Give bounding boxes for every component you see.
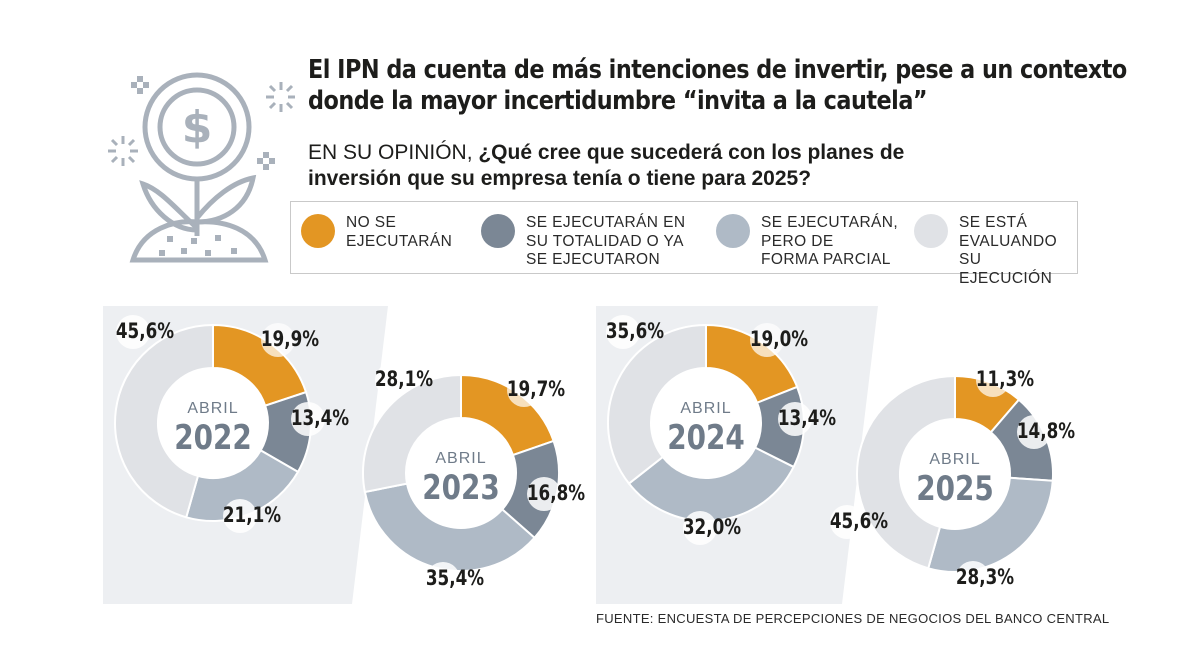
- value-label: 13,4%: [778, 406, 836, 430]
- value-label: 11,3%: [976, 367, 1034, 391]
- center-label-year: 2023: [422, 468, 500, 507]
- donut-center: [406, 418, 516, 528]
- label-halo: [1017, 415, 1051, 449]
- title-line-1: El IPN da cuenta de más intenciones de i…: [308, 55, 1127, 85]
- label-halo: [116, 315, 150, 349]
- label-halo: [223, 499, 257, 533]
- question-prefix: EN SU OPINIÓN,: [308, 141, 479, 164]
- value-label: 45,6%: [116, 319, 174, 343]
- legend-swatch: [301, 214, 335, 248]
- label-halo: [527, 477, 561, 511]
- survey-question: EN SU OPINIÓN, ¿Qué cree que sucederá co…: [308, 140, 1008, 192]
- value-label: 32,0%: [683, 515, 741, 539]
- value-label: 19,9%: [261, 327, 319, 351]
- value-label: 28,3%: [956, 565, 1014, 589]
- value-label: 45,6%: [830, 509, 888, 533]
- legend-item-evaluando: SE ESTÁ EVALUANDO SU EJECUCIÓN: [914, 214, 1077, 288]
- donut-center: [158, 368, 268, 478]
- value-label: 35,6%: [606, 319, 664, 343]
- value-label: 16,8%: [527, 481, 585, 505]
- legend-label: NO SE EJECUTARÁN: [346, 214, 453, 250]
- value-label: 28,1%: [375, 367, 433, 391]
- svg-text:$: $: [182, 102, 213, 153]
- source-note: FUENTE: ENCUESTA DE PERCEPCIONES DE NEGO…: [596, 611, 1110, 626]
- legend-item-totalidad: SE EJECUTARÁN EN SU TOTALIDAD O YA SE EJ…: [481, 214, 685, 270]
- center-label-month: ABRIL: [187, 400, 238, 417]
- label-halo: [750, 323, 784, 357]
- label-halo: [507, 373, 541, 407]
- question-line-1: ¿Qué cree que sucederá con los planes de: [478, 141, 905, 164]
- legend: NO SE EJECUTARÁN SE EJECUTARÁN EN SU TOT…: [290, 201, 1078, 287]
- legend-swatch: [481, 214, 515, 248]
- legend-swatch: [914, 214, 948, 248]
- label-halo: [375, 363, 409, 397]
- label-halo: [778, 402, 812, 436]
- value-label: 19,0%: [750, 327, 808, 351]
- label-halo: [426, 562, 460, 596]
- label-halo: [683, 511, 717, 545]
- legend-item-no-se-ejecutaran: NO SE EJECUTARÁN: [301, 214, 452, 251]
- donut-center: [651, 368, 761, 478]
- center-label-year: 2024: [667, 418, 745, 457]
- label-halo: [956, 561, 990, 595]
- center-label-month: ABRIL: [435, 450, 486, 467]
- center-label-year: 2025: [916, 469, 994, 508]
- value-label: 19,7%: [507, 377, 565, 401]
- label-halo: [606, 315, 640, 349]
- label-halo: [261, 323, 295, 357]
- money-plant-icon: $: [108, 72, 295, 263]
- value-label: 35,4%: [426, 566, 484, 590]
- page-title: El IPN da cuenta de más intenciones de i…: [308, 55, 1127, 117]
- legend-item-parcial: SE EJECUTARÁN, PERO DE FORMA PARCIAL: [716, 214, 898, 270]
- legend-label: SE EJECUTARÁN, PERO DE FORMA PARCIAL: [761, 214, 899, 268]
- label-halo: [830, 505, 864, 539]
- legend-swatch: [716, 214, 750, 248]
- question-line-2: inversión que su empresa tenía o tiene p…: [308, 167, 812, 190]
- center-label-month: ABRIL: [929, 451, 980, 468]
- label-halo: [976, 363, 1010, 397]
- center-label-month: ABRIL: [680, 400, 731, 417]
- title-line-2: donde la mayor incertidumbre “invita a l…: [308, 86, 928, 116]
- donut-center: [900, 419, 1010, 529]
- value-label: 14,8%: [1017, 419, 1075, 443]
- value-label: 13,4%: [291, 406, 349, 430]
- value-label: 21,1%: [223, 503, 281, 527]
- legend-label: SE ESTÁ EVALUANDO SU EJECUCIÓN: [959, 214, 1058, 287]
- label-halo: [291, 402, 325, 436]
- center-label-year: 2022: [174, 418, 252, 457]
- legend-label: SE EJECUTARÁN EN SU TOTALIDAD O YA SE EJ…: [526, 214, 686, 268]
